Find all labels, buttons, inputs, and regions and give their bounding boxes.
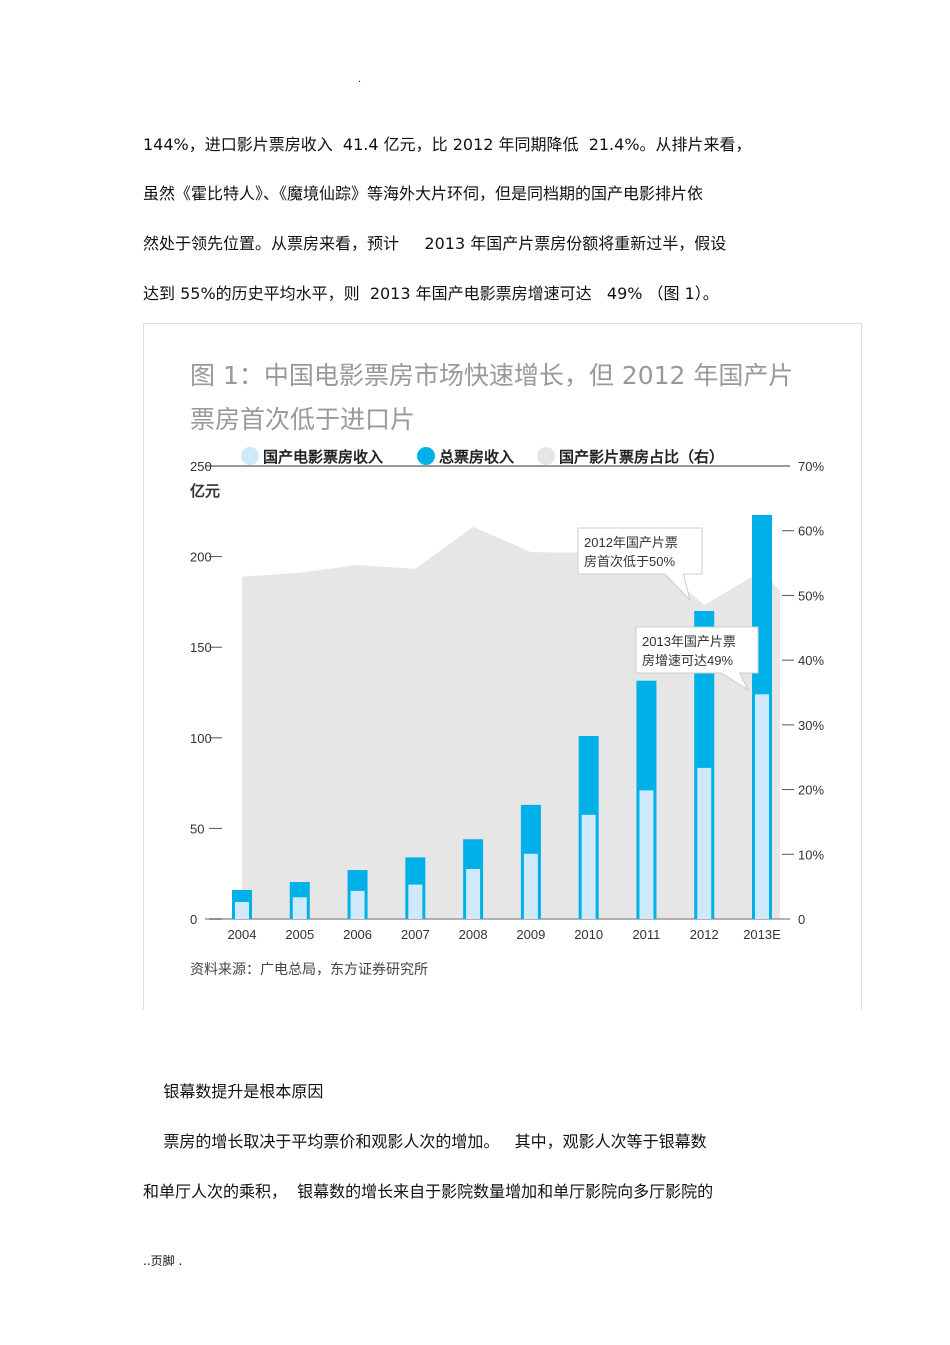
y2-tick-label: 20% (798, 783, 824, 798)
x-tick-label: 2010 (574, 927, 603, 942)
paragraph-line: 虽然《霍比特人》、《魔境仙踪》等海外大片环伺，但是同档期的国产电影排片依 (143, 184, 704, 203)
x-tick-label: 2006 (343, 927, 372, 942)
bar-domestic (697, 767, 712, 919)
bar-domestic (235, 901, 249, 919)
x-tick-label: 2005 (285, 927, 314, 942)
chart-title-line-1: 图 1：中国电影票房市场快速增长，但 2012 年国产片 (190, 361, 794, 390)
x-tick-label: 2008 (459, 927, 488, 942)
legend-swatch (241, 447, 259, 465)
paragraph-line: 票房的增长取决于平均票价和观影人次的增加。 其中，观影人次等于银幕数 (143, 1132, 707, 1151)
x-tick-label: 2009 (516, 927, 545, 942)
annotation-callout (577, 527, 703, 602)
legend-label: 国产影片票房占比（右） (559, 448, 724, 466)
y-tick-label: 50 (190, 821, 204, 836)
paragraph-line: 银幕数提升是根本原因 (143, 1082, 324, 1101)
bar-domestic (350, 890, 365, 919)
y-axis-unit: 亿元 (190, 482, 220, 500)
bar-domestic (755, 694, 769, 919)
chart-source: 资料来源：广电总局，东方证券研究所 (190, 961, 428, 977)
bar-domestic (581, 814, 596, 919)
bar-domestic (292, 897, 307, 919)
bar-domestic (523, 853, 538, 919)
bar-domestic (639, 790, 654, 919)
chart-title-line-2: 票房首次低于进口片 (190, 405, 416, 434)
annotation-text: 房增速可达49% (642, 653, 733, 668)
x-tick-label: 2012 (690, 927, 719, 942)
annotation-text: 2012年国产片票 (584, 535, 678, 550)
y-tick-label: 150 (190, 640, 212, 655)
x-tick-label: 2011 (632, 927, 660, 942)
annotation-callout (635, 626, 759, 692)
legend-label: 国产电影票房收入 (263, 448, 383, 466)
legend-label: 总票房收入 (439, 448, 514, 466)
legend-swatch (537, 447, 555, 465)
x-tick-label: 2013E (743, 927, 781, 942)
chart: 2004 2005 2006 2007 2008 2009 2010 2011 2012 2013… (190, 447, 824, 977)
legend-swatch (417, 447, 435, 465)
y-tick-label: 200 (190, 550, 212, 565)
page-footer: ..页脚 . (143, 1254, 183, 1268)
y-tick-label: 0 (190, 912, 197, 927)
paragraph-line: 144%，进口影片票房收入 41.4 亿元，比 2012 年同期降低 21.4%… (143, 135, 752, 154)
bar-domestic (408, 884, 423, 919)
y2-tick-label: 50% (798, 588, 824, 603)
annotation-text: 2013年国产片票 (642, 634, 736, 649)
y2-tick-label: 0 (798, 912, 805, 927)
x-tick-label: 2004 (228, 927, 257, 942)
bar-domestic (466, 868, 481, 919)
top-mark: . (358, 74, 362, 85)
annotation-text: 房首次低于50% (584, 554, 675, 569)
paragraph-line: 和单厅人次的乘积， 银幕数的增长来自于影院数量增加和单厅影院向多厅影院的 (143, 1182, 714, 1201)
y2-tick-label: 40% (798, 653, 824, 668)
y2-tick-label: 10% (798, 847, 824, 862)
y-tick-label: 100 (190, 731, 212, 746)
y2-tick-label: 70% (798, 459, 824, 474)
y2-tick-label: 60% (798, 524, 824, 539)
y-tick-label: 250 (190, 459, 212, 474)
paragraph-line: 达到 55%的历史平均水平，则 2013 年国产电影票房增速可达 49% （图 … (143, 284, 719, 303)
y2-tick-label: 30% (798, 718, 824, 733)
paragraph-line: 然处于领先位置。从票房来看，预计 2013 年国产片票房份额将重新过半，假设 (143, 234, 727, 253)
figure-box (143, 323, 862, 1010)
x-tick-label: 2007 (401, 927, 430, 942)
